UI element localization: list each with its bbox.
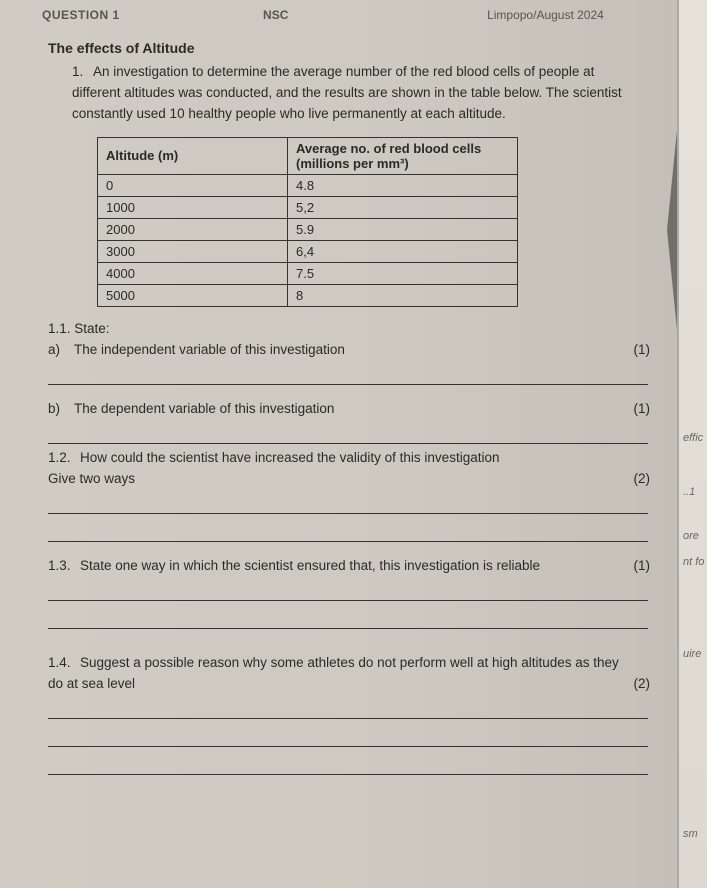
q-marks: (2) [616,676,656,691]
answer-line[interactable] [48,520,648,542]
table-row: 10005,2 [98,196,518,218]
answer-line[interactable] [48,492,648,514]
q-1-2-sub: Give two ways (2) [48,471,656,486]
section-title: The effects of Altitude [48,40,656,56]
answer-line[interactable] [48,422,648,444]
q-1-1-b: b) The dependent variable of this invest… [48,401,656,416]
table-row: 30006,4 [98,240,518,262]
intro-paragraph: 1. An investigation to determine the ave… [72,62,646,125]
q-text: State one way in which the scientist ens… [80,558,616,573]
q-marks: (1) [616,401,656,416]
intro-text: An investigation to determine the averag… [72,64,622,121]
data-table: Altitude (m) Average no. of red blood ce… [97,137,518,307]
q-subtext: do at sea level [48,676,616,691]
answer-line[interactable] [48,363,648,385]
margin-text: ore [683,530,699,542]
col-header-altitude: Altitude (m) [98,137,288,174]
table-row: 50008 [98,284,518,306]
q-marks: (2) [616,471,656,486]
table-row: 20005.9 [98,218,518,240]
q-label: 1.4. [48,655,80,670]
q-1-4-sub: do at sea level (2) [48,676,656,691]
q-1-4: 1.4. Suggest a possible reason why some … [48,655,656,670]
table-row: 04.8 [98,174,518,196]
answer-line[interactable] [48,725,648,747]
worksheet-page: QUESTION 1 NSC Limpopo/August 2024 The e… [0,0,680,888]
q-marks: (1) [616,342,656,357]
header-exam: NSC [263,8,435,22]
q-marks: (1) [616,558,656,573]
q-text: The dependent variable of this investiga… [74,401,616,416]
intro-number: 1. [72,62,90,83]
q-text: The independent variable of this investi… [74,342,616,357]
q-1-3: 1.3. State one way in which the scientis… [48,558,656,573]
margin-text: ..1 [683,486,695,498]
margin-text: effic [683,432,703,444]
q-1-1-a: a) The independent variable of this inve… [48,342,656,357]
q-1-1-state: 1.1. State: [48,321,656,336]
adjacent-page-edge: effic ..1 ore nt fo uire sm [677,0,707,888]
col-header-rbc: Average no. of red blood cells (millions… [288,137,518,174]
header-date: Limpopo/August 2024 [435,8,656,22]
answer-line[interactable] [48,607,648,629]
answer-line[interactable] [48,697,648,719]
table-row: 40007.5 [98,262,518,284]
answer-line[interactable] [48,579,648,601]
margin-text: sm [683,828,698,840]
q-1-2: 1.2. How could the scientist have increa… [48,450,656,465]
page-header: QUESTION 1 NSC Limpopo/August 2024 [42,8,656,22]
margin-text: uire [683,648,701,660]
q-label: b) [48,401,74,416]
q-text: Suggest a possible reason why some athle… [80,655,656,670]
q-label: 1.3. [48,558,80,573]
table-header-row: Altitude (m) Average no. of red blood ce… [98,137,518,174]
q-subtext: Give two ways [48,471,616,486]
answer-line[interactable] [48,753,648,775]
q-text: How could the scientist have increased t… [80,450,656,465]
q-label: a) [48,342,74,357]
header-question: QUESTION 1 [42,8,263,22]
q-label: 1.2. [48,450,80,465]
margin-text: nt fo [683,556,704,568]
